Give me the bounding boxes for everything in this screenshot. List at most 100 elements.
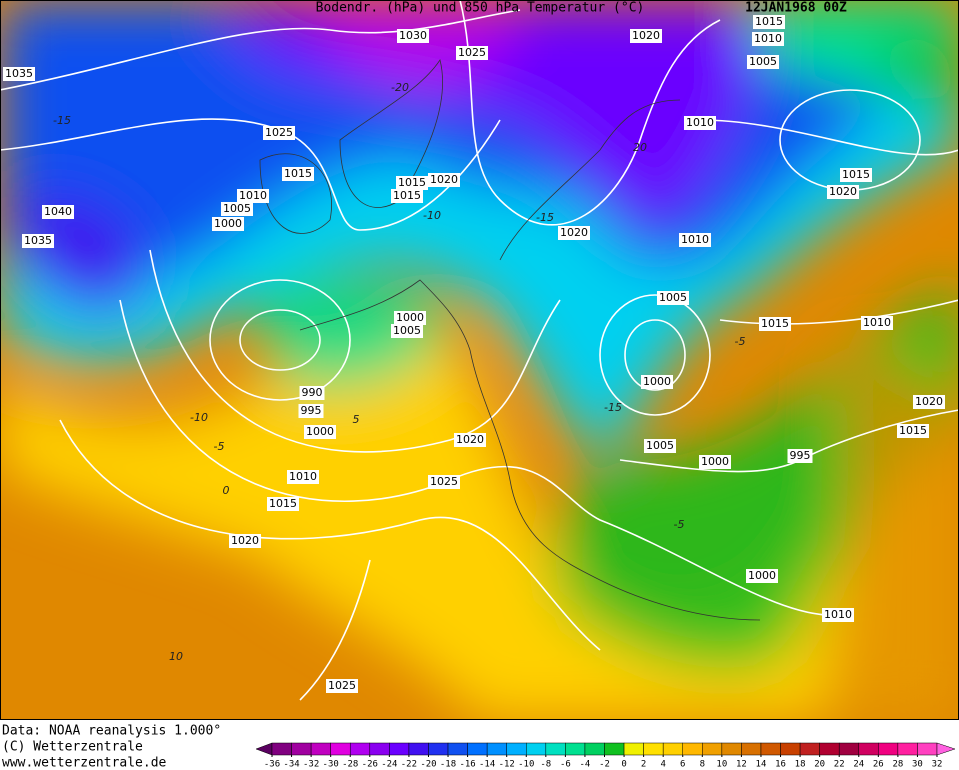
isobar-label-box: [747, 55, 779, 69]
colorbar-swatch: [291, 742, 312, 756]
isobar-label-box: [759, 317, 791, 331]
colorbar-tick-label: 12: [736, 760, 747, 770]
colorbar-arrow-high: [936, 742, 956, 756]
isobar-label: 1005: [749, 55, 777, 68]
colorbar-swatch: [760, 742, 781, 756]
colorbar-tick-label: 20: [814, 760, 825, 770]
isobar-label: 1000: [214, 217, 242, 230]
colorbar-swatch: [643, 742, 664, 756]
colorbar-tick-label: 18: [795, 760, 806, 770]
isobar-label-box: [394, 311, 426, 325]
colorbar-swatch: [330, 742, 351, 756]
isobar-label: 1005: [393, 324, 421, 337]
colorbar-swatch: [682, 742, 703, 756]
isobar-label-box: [456, 46, 488, 60]
map-area: [0, 0, 959, 720]
colorbar-swatch: [897, 742, 918, 756]
isobar-label-box: [212, 217, 244, 231]
isotherm-label: -15: [604, 401, 622, 414]
isobar-label-box: [840, 168, 872, 182]
isobar-label-box: [237, 189, 269, 203]
coastlines: [259, 59, 761, 621]
isobar-label: 1015: [398, 176, 426, 189]
isobar-label-box: [287, 470, 319, 484]
isobar-label-box: [229, 534, 261, 548]
isotherm-label: -5: [674, 518, 685, 531]
isobar-label: 1010: [754, 32, 782, 45]
isobar-label-box: [428, 475, 460, 489]
isotherm-label: -10: [423, 209, 441, 222]
isobar-label: 1010: [824, 608, 852, 621]
colorbar-swatch: [447, 742, 468, 756]
isobar-label-box: [391, 324, 423, 338]
isobar-label: 1015: [755, 15, 783, 28]
colorbar-swatch: [623, 742, 644, 756]
colorbar-swatch: [819, 742, 840, 756]
isobar-label: 1025: [430, 475, 458, 488]
isobar-label-box: [684, 116, 716, 130]
colorbar-tick-label: -36: [264, 760, 280, 770]
colorbar-tick-label: -28: [342, 760, 358, 770]
isobar-label: 1020: [829, 185, 857, 198]
colorbar-swatch: [310, 742, 331, 756]
isobar-label: 1020: [560, 226, 588, 239]
isobar-label: 1005: [659, 291, 687, 304]
colorbar-tick-label: -10: [518, 760, 534, 770]
isobar-label: 1040: [44, 205, 72, 218]
isobar-label-box: [746, 569, 778, 583]
colorbar-tick-label: 32: [932, 760, 943, 770]
colorbar-tick-label: 22: [834, 760, 845, 770]
colorbar-swatch: [604, 742, 625, 756]
colorbar-tick-label: 0: [621, 760, 626, 770]
isobar-label: 1015: [842, 168, 870, 181]
copyright: (C) Wetterzentrale: [2, 740, 143, 755]
isobar-label: 1015: [269, 497, 297, 510]
isobar-label-box: [42, 205, 74, 219]
isotherm-label: 5: [353, 413, 360, 426]
isotherm-label: -5: [214, 440, 225, 453]
isotherm-label: 20: [633, 141, 647, 154]
isotherm-label: -10: [190, 411, 208, 424]
isobar-label-box: [396, 176, 428, 190]
isobar-label-box: [753, 15, 785, 29]
colorbar-swatch: [565, 742, 586, 756]
isobar-label-box: [267, 497, 299, 511]
colorbar-swatch: [486, 742, 507, 756]
colorbar-tick-label: 28: [892, 760, 903, 770]
isotherm-label: -15: [53, 114, 71, 127]
isobar-label: 1000: [396, 311, 424, 324]
isobar-label: 1010: [681, 233, 709, 246]
isotherm-label: -5: [735, 335, 746, 348]
isobar-label: 1010: [239, 189, 267, 202]
isobar-label: 1005: [223, 202, 251, 215]
colorbar-swatch: [428, 742, 449, 756]
colorbar-tick-label: -18: [440, 760, 456, 770]
isobar-label: 1025: [265, 126, 293, 139]
isobar-label-box: [822, 608, 854, 622]
colorbar-tick-label: 6: [680, 760, 685, 770]
isobar-label: 1015: [284, 167, 312, 180]
colorbar-swatch: [467, 742, 488, 756]
colorbar-swatch: [878, 742, 899, 756]
isobar-label-box: [752, 32, 784, 46]
colorbar-tick-label: -4: [580, 760, 591, 770]
colorbar-swatch: [917, 742, 938, 756]
isobar-label: 1000: [701, 455, 729, 468]
colorbar-swatch: [369, 742, 390, 756]
colorbar-swatch: [271, 742, 292, 756]
isobar-label-box: [679, 233, 711, 247]
colorbar-swatch: [506, 742, 527, 756]
isobar-label-box: [263, 126, 295, 140]
colorbar-tick-label: -32: [303, 760, 319, 770]
colorbar-swatch: [838, 742, 860, 756]
isobar-label-box: [699, 455, 731, 469]
isobar-label: 1020: [231, 534, 259, 547]
colorbar-swatch: [389, 742, 410, 756]
isobar-label-box: [558, 226, 590, 240]
colorbar-swatch: [584, 742, 605, 756]
isobar-label-box: [304, 425, 336, 439]
colorbar-tick-label: -24: [381, 760, 397, 770]
colorbar-tick-label: -6: [560, 760, 571, 770]
map-title: Bodendr. (hPa) und 850 hPa Temperatur (°…: [316, 1, 645, 16]
